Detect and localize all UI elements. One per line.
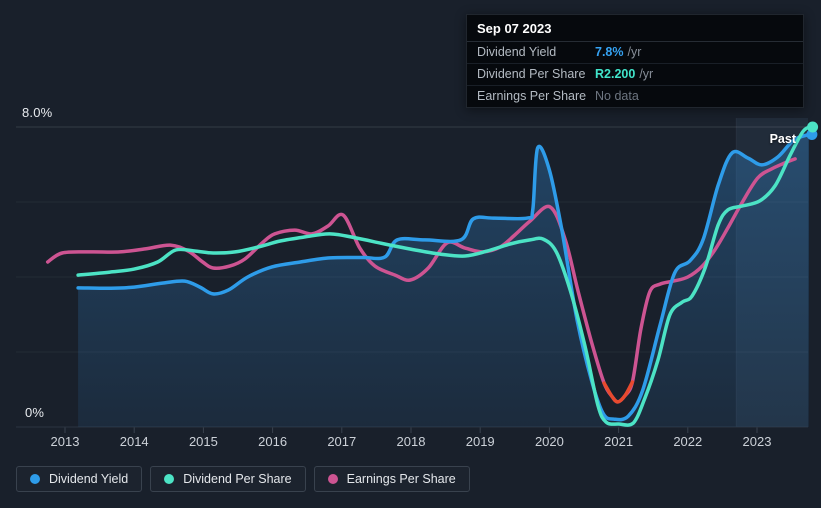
tooltip-row-unit: /yr [639, 67, 654, 81]
legend-dot-icon [327, 474, 338, 484]
tooltip-row-earnings-per-share: Earnings Per Share No data [467, 86, 803, 107]
x-axis-label-2014: 2014 [120, 434, 149, 449]
tooltip-row-value: R2.200 [595, 67, 636, 81]
legend-item-dividend-per-share[interactable]: Dividend Per Share [150, 466, 306, 492]
x-axis-label-2016: 2016 [258, 434, 287, 449]
tooltip-row-dividend-per-share: Dividend Per Share R2.200/yr [467, 64, 803, 86]
x-axis-label-2021: 2021 [604, 434, 633, 449]
legend-dot-icon [164, 474, 175, 484]
x-axis-label-2013: 2013 [51, 434, 80, 449]
chart-tooltip: Sep 07 2023 Dividend Yield 7.8%/yr Dividen… [466, 14, 804, 108]
tooltip-row-value: 7.8% [595, 45, 624, 59]
chart-legend: Dividend Yield Dividend Per Share Earnings… [16, 466, 470, 492]
x-axis-label-2018: 2018 [397, 434, 426, 449]
area-fill-dividend-yield [78, 134, 809, 427]
tooltip-row-label: Dividend Yield [477, 45, 557, 59]
tooltip-row-label: Dividend Per Share [477, 67, 586, 81]
x-axis-label-2019: 2019 [466, 434, 495, 449]
tooltip-row-dividend-yield: Dividend Yield 7.8%/yr [467, 42, 803, 64]
tooltip-rows: Dividend Yield 7.8%/yr Dividend Per Share R… [467, 42, 803, 107]
tooltip-row-value: No data [595, 89, 639, 103]
x-axis-label-2023: 2023 [743, 434, 772, 449]
legend-item-earnings-per-share[interactable]: Earnings Per Share [313, 466, 470, 492]
x-axis-label-2020: 2020 [535, 434, 564, 449]
tooltip-date: Sep 07 2023 [467, 15, 803, 42]
legend-label: Dividend Per Share [183, 472, 292, 486]
legend-label: Dividend Yield [49, 472, 129, 486]
y-axis-label-bottom: 0% [25, 405, 45, 420]
x-axis-label-2017: 2017 [327, 434, 356, 449]
legend-item-dividend-yield[interactable]: Dividend Yield [16, 466, 143, 492]
legend-label: Earnings Per Share [346, 472, 456, 486]
tooltip-row-label: Earnings Per Share [477, 89, 587, 103]
x-axis-label-2022: 2022 [673, 434, 702, 449]
y-axis-label-top: 8.0% [22, 105, 53, 120]
series-end-marker-dividend-per-share[interactable] [807, 121, 819, 133]
series-line-dividend-yield[interactable] [76, 132, 811, 422]
legend-dot-icon [30, 474, 40, 484]
series-line-dividend-per-share[interactable] [76, 125, 812, 427]
x-axis-label-2015: 2015 [189, 434, 218, 449]
tooltip-row-unit: /yr [627, 45, 642, 59]
past-band-label: Past [769, 132, 796, 146]
series-line-earnings-per-share-negative-stretch-highlight[interactable] [602, 380, 635, 404]
